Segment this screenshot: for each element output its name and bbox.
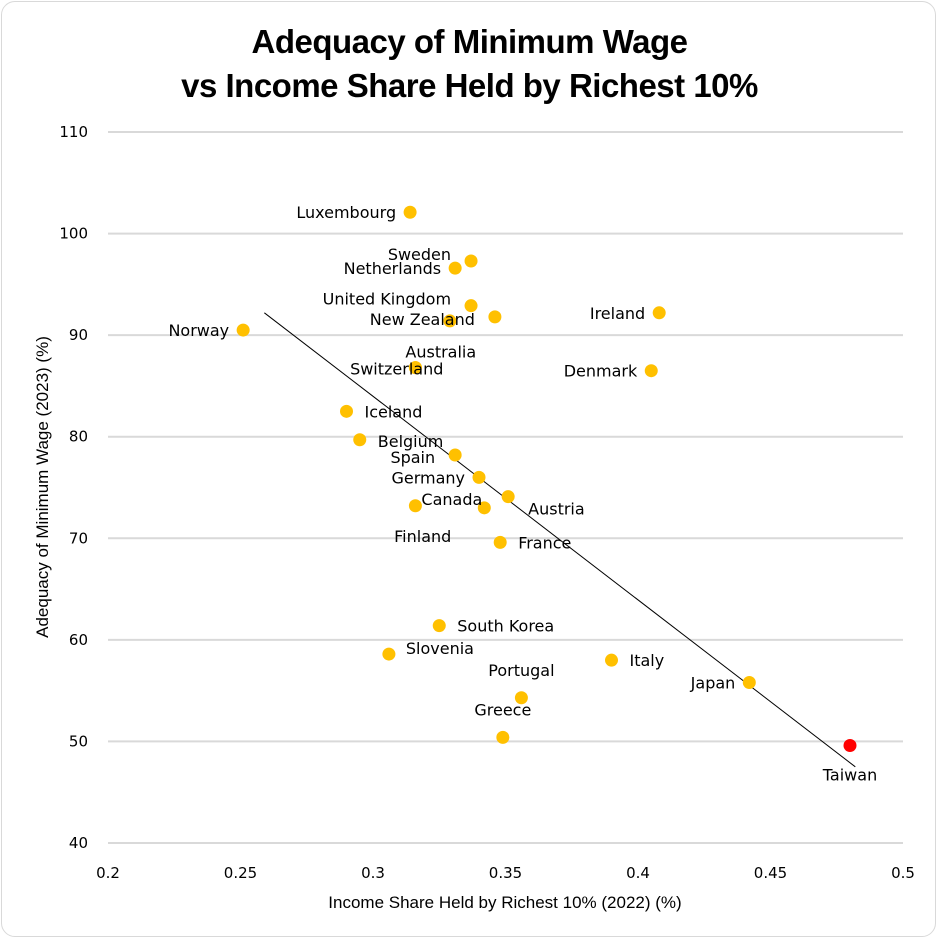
data-point: [448, 261, 462, 275]
gridlines: [108, 131, 903, 844]
x-axis-label: Income Share Held by Richest 10% (2022) …: [328, 893, 681, 912]
x-tick-label: 0.2: [96, 864, 120, 882]
point-label: Luxembourg: [296, 203, 396, 222]
y-tick-label: 80: [69, 428, 88, 446]
point-label: Taiwan: [822, 765, 877, 784]
data-point: [340, 404, 353, 418]
data-point: [382, 647, 396, 661]
y-axis-ticks: 40 50 60 70 80 90 100 110: [59, 123, 88, 852]
data-point: [514, 691, 528, 705]
data-point: [477, 501, 491, 515]
point-label: Ireland: [590, 304, 645, 323]
data-point: [493, 535, 507, 549]
data-point: [472, 470, 486, 484]
x-tick-label: 0.25: [224, 864, 257, 882]
point-label: Japan: [690, 674, 736, 693]
data-point: [605, 653, 618, 667]
y-axis-label: Adequacy of Minimum Wage (2023) (%): [33, 336, 52, 638]
data-point: [464, 299, 478, 313]
chart-title: Adequacy of Minimum Wage vs Income Share…: [0, 20, 939, 108]
data-point: [448, 448, 462, 462]
point-label: Norway: [168, 321, 229, 340]
data-point: [432, 619, 446, 633]
y-tick-label: 70: [69, 529, 88, 547]
point-label: Germany: [391, 468, 465, 487]
data-point: [408, 361, 422, 375]
point-label: Portugal: [488, 661, 554, 680]
data-point: [501, 490, 515, 504]
data-point: [742, 676, 756, 690]
point-label: Austria: [528, 500, 585, 519]
data-point: [644, 364, 658, 378]
x-tick-label: 0.3: [361, 864, 385, 882]
point-label: South Korea: [457, 617, 554, 636]
data-point: [843, 738, 857, 752]
x-tick-label: 0.5: [891, 864, 915, 882]
x-tick-label: 0.45: [754, 864, 787, 882]
chart-title-line1: Adequacy of Minimum Wage: [251, 23, 688, 60]
x-tick-label: 0.35: [489, 864, 522, 882]
point-label: Belgium: [378, 432, 444, 451]
point-label: Australia: [405, 343, 476, 362]
y-tick-label: 50: [69, 732, 88, 750]
y-tick-label: 60: [69, 631, 88, 649]
point-label: Italy: [630, 651, 665, 670]
data-point: [443, 314, 457, 328]
point-label: New Zealand: [370, 310, 475, 329]
x-axis-ticks: 0.2 0.25 0.3 0.35 0.4 0.45 0.5: [96, 864, 915, 882]
data-point: [408, 499, 422, 513]
point-label: Sweden: [388, 245, 451, 264]
data-point: [464, 254, 478, 268]
point-label: Switzerland: [350, 360, 443, 379]
y-tick-label: 40: [69, 834, 88, 852]
point-label: Iceland: [365, 402, 423, 421]
point-label: Slovenia: [406, 639, 474, 658]
y-tick-label: 100: [59, 225, 88, 243]
data-points: [236, 205, 857, 752]
data-point: [353, 433, 367, 447]
y-tick-label: 110: [59, 123, 88, 141]
point-label: Finland: [394, 527, 451, 546]
point-label: Denmark: [564, 362, 638, 381]
trendline: [264, 312, 856, 768]
point-label: Spain: [390, 448, 435, 467]
point-label: United Kingdom: [323, 290, 451, 309]
data-point: [496, 730, 510, 744]
trendline-group: [264, 312, 856, 768]
point-label: Canada: [421, 490, 482, 509]
data-point: [236, 323, 250, 337]
data-point: [403, 205, 417, 219]
data-point: [488, 310, 502, 324]
point-label: France: [518, 533, 571, 552]
point-label: Greece: [474, 700, 531, 719]
y-tick-label: 90: [69, 326, 88, 344]
x-tick-label: 0.4: [626, 864, 650, 882]
data-point: [652, 306, 666, 320]
point-label: Netherlands: [344, 259, 442, 278]
chart-title-line2: vs Income Share Held by Richest 10%: [181, 67, 758, 104]
